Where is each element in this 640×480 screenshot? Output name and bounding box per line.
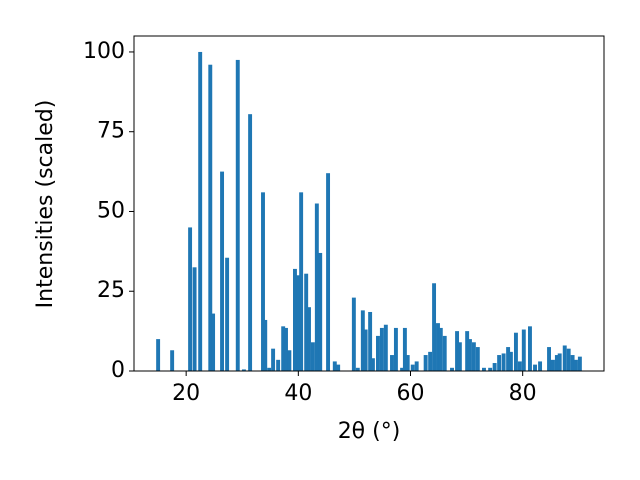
bar (336, 364, 341, 371)
bar (156, 339, 161, 371)
bar (379, 327, 384, 371)
bar (370, 358, 375, 371)
x-axis-label: 2θ (°) (338, 419, 401, 444)
bar (355, 367, 360, 371)
bar (554, 355, 559, 371)
bar (192, 267, 197, 371)
bar (326, 173, 331, 371)
bar (271, 348, 276, 371)
bar (410, 364, 415, 371)
bar (533, 364, 537, 371)
x-tick-label: 40 (284, 381, 312, 406)
bar (438, 327, 443, 371)
bar (296, 275, 301, 371)
plot-frame (133, 35, 605, 372)
bar (475, 347, 480, 371)
bar (538, 361, 543, 371)
bar (432, 283, 437, 371)
bar (428, 351, 433, 371)
bar (562, 345, 567, 371)
bar (220, 171, 225, 371)
bar (293, 268, 297, 371)
bar (566, 348, 571, 371)
bar (573, 359, 578, 371)
bar (208, 64, 213, 371)
bar (528, 326, 532, 371)
bar (360, 310, 365, 371)
bar (467, 339, 472, 371)
bar (376, 335, 380, 371)
y-tick-label: 50 (97, 198, 125, 223)
bar (577, 356, 582, 371)
x-tick-label: 60 (397, 381, 425, 406)
bar (299, 192, 304, 371)
bar (363, 329, 368, 371)
y-tick-label: 75 (97, 119, 125, 144)
y-tick-label: 100 (83, 39, 125, 64)
bar (492, 363, 497, 371)
bar (225, 257, 230, 371)
bar (314, 203, 319, 371)
bar (351, 297, 356, 371)
bar (557, 353, 562, 371)
bar (284, 327, 288, 371)
bar (521, 329, 526, 371)
bar (513, 332, 518, 371)
bar (261, 192, 265, 371)
bar (198, 51, 203, 371)
bar (570, 355, 575, 371)
x-tick-label: 20 (172, 381, 200, 406)
bar (211, 313, 216, 371)
bar (442, 335, 447, 371)
bar (188, 227, 193, 371)
bar (501, 353, 506, 371)
bar (488, 367, 493, 371)
y-tick-label: 25 (97, 278, 125, 303)
bar (318, 252, 323, 371)
bar (465, 331, 470, 371)
bar (550, 359, 555, 371)
y-axis-label: Intensities (scaled) (33, 100, 58, 309)
bar (170, 350, 175, 371)
bar (517, 361, 522, 371)
bar (471, 342, 476, 371)
bar (287, 350, 292, 371)
bar (508, 351, 513, 371)
x-tick-label: 80 (509, 381, 537, 406)
bar (405, 355, 410, 371)
bar (267, 367, 272, 371)
bar (423, 355, 428, 371)
bar (436, 323, 440, 371)
bar (276, 359, 281, 371)
bar (304, 273, 309, 371)
bar (547, 347, 551, 371)
bar (383, 324, 388, 371)
bar (400, 367, 405, 371)
bar (307, 307, 311, 371)
bar (281, 326, 286, 371)
bar (310, 342, 315, 371)
bar (450, 367, 454, 371)
bar (414, 361, 419, 371)
bar (235, 59, 240, 372)
bar (393, 327, 398, 371)
y-tick-label: 0 (111, 358, 125, 383)
bar (368, 311, 373, 371)
bar (390, 355, 394, 371)
bar (482, 367, 486, 371)
bar (263, 319, 268, 371)
bar (455, 331, 460, 371)
bar (248, 114, 253, 372)
bar (506, 347, 511, 371)
bar (497, 355, 502, 371)
bar (332, 361, 337, 371)
bar (402, 327, 407, 371)
bar (457, 342, 462, 371)
bar (241, 369, 246, 371)
